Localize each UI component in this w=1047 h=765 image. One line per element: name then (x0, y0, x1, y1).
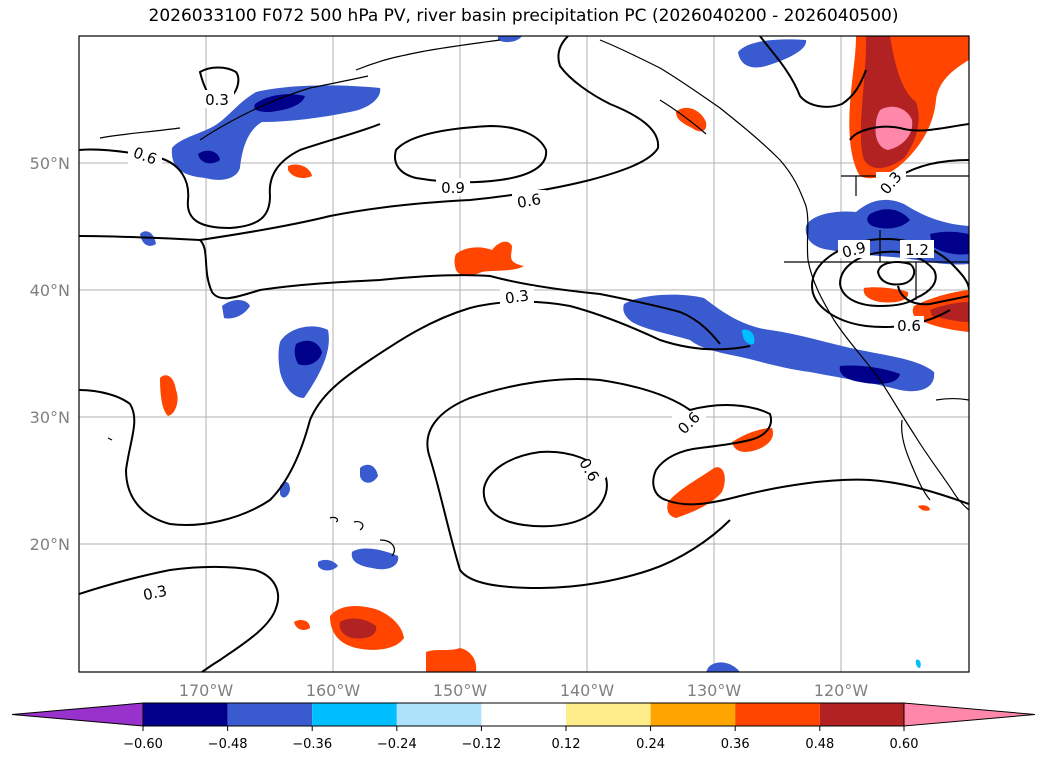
colorbar-tick-label: −0.60 (123, 737, 163, 752)
colorbar-segment (143, 703, 228, 726)
contour-label: 0.3 (141, 582, 168, 605)
lat-label: 20°N (30, 535, 70, 554)
colorbar-tick-label: −0.48 (208, 737, 248, 752)
blob-147w-41n (454, 241, 524, 276)
lon-label: 170°W (179, 681, 234, 700)
colorbar-segment (819, 703, 904, 726)
contour-label: 0.9 (840, 238, 868, 262)
coastlines (99, 39, 969, 557)
lon-label: 140°W (560, 681, 615, 700)
colorbar-segment (566, 703, 651, 726)
colorbar-segment (735, 703, 820, 726)
colorbar-extension-low (11, 702, 144, 727)
colorbar: −0.60 −0.48 −0.36 −0.24 −0.12 0.12 0.24 … (11, 702, 1036, 752)
colorbar-segment (650, 703, 736, 726)
lon-label: 120°W (814, 681, 869, 700)
contour-0.9-closed (394, 124, 548, 184)
map-frame (78, 35, 970, 673)
colorbar-outline (142, 702, 905, 727)
colorbar-tick-label: 0.36 (721, 737, 750, 752)
colorbar-tick-label: −0.36 (292, 737, 332, 752)
map-plot-area: 0.3 0.6 0.9 0.6 0.3 0.6 0.6 0.3 0.9 1.2 … (79, 36, 969, 672)
contour-0.3-north (79, 235, 721, 345)
lon-label: 150°W (433, 681, 488, 700)
colorbar-segment (227, 703, 313, 726)
low-center-inner (876, 261, 916, 286)
longitude-axis: 170°W 160°W 150°W 140°W 130°W 120°W (179, 681, 869, 700)
aleutian-low-band (171, 85, 381, 180)
colorbar-tick-label: −0.12 (461, 737, 501, 752)
lat-label: 30°N (30, 408, 70, 427)
colorbar-tick-label: −0.24 (377, 737, 417, 752)
colorbar-segment (312, 703, 397, 726)
colorbar-tick-label: 0.60 (890, 737, 919, 752)
lon-label: 160°W (306, 681, 361, 700)
latitude-axis: 50°N 40°N 30°N 20°N (30, 154, 70, 554)
contour-0.6-southern-closed (482, 450, 608, 528)
colorbar-tick-label: 0.24 (636, 737, 665, 752)
contour-label: 0.9 (441, 179, 465, 197)
lat-label: 40°N (30, 281, 70, 300)
contour-label: 0.3 (504, 286, 530, 307)
contour-label: 0.6 (897, 317, 921, 335)
map-title: 2026033100 F072 500 hPa PV, river basin … (148, 6, 899, 26)
colorbar-tick-label: 0.12 (552, 737, 581, 752)
colorbar-segment (396, 703, 482, 726)
colorbar-segment (481, 703, 566, 726)
contour-label: 0.6 (516, 190, 543, 212)
colorbar-tick-label: 0.48 (805, 737, 834, 752)
contour-label: 0.3 (205, 91, 229, 109)
contour-0.3-south (79, 566, 280, 672)
lat-label: 50°N (30, 154, 70, 173)
lon-label: 130°W (687, 681, 742, 700)
contour-label: 1.2 (905, 241, 929, 259)
contour-0.6-middle (199, 36, 660, 241)
colorbar-extension-high (903, 702, 1036, 727)
